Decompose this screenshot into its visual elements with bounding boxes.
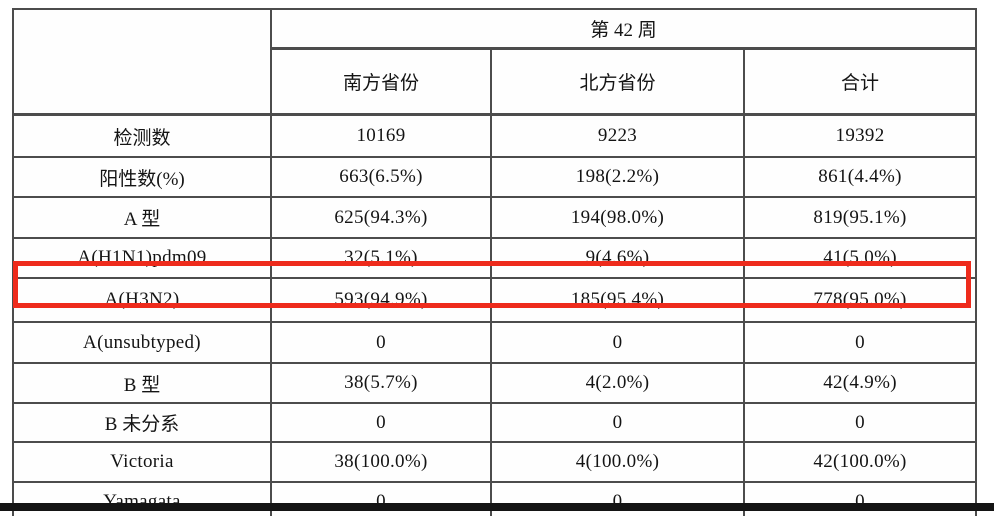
cell-a-h3n2-northern: 185(95.4%) xyxy=(490,277,745,323)
cell-detections-southern: 10169 xyxy=(270,113,492,158)
column-header-total: 合计 xyxy=(742,47,978,116)
week-header-cell: 第 42 周 xyxy=(269,8,978,50)
cell-type-a-southern: 625(94.3%) xyxy=(270,196,492,239)
row-label-a-unsubtyped: A(unsubtyped) xyxy=(12,321,272,364)
cell-a-h1n1pdm09-total: 41(5.0%) xyxy=(742,237,978,279)
table-row-type-b: B 型 38(5.7%) 4(2.0%) 42(4.9%) xyxy=(12,362,978,404)
header-row-columns: 南方省份 北方省份 合计 xyxy=(13,47,978,116)
cell-positives-total: 861(4.4%) xyxy=(742,156,978,198)
cell-a-unsubtyped-northern: 0 xyxy=(490,321,745,364)
cell-victoria-northern: 4(100.0%) xyxy=(490,441,745,483)
table-row-a-h1n1pdm09: A(H1N1)pdm09 32(5.1%) 9(4.6%) 41(5.0%) xyxy=(12,237,978,279)
row-label-b-lineage-undetermined: B 未分系 xyxy=(12,402,272,443)
cell-b-lineage-undetermined-northern: 0 xyxy=(490,402,745,443)
cell-type-b-southern: 38(5.7%) xyxy=(270,362,492,404)
cell-a-h3n2-total: 778(95.0%) xyxy=(742,277,978,323)
cell-a-h1n1pdm09-northern: 9(4.6%) xyxy=(490,237,745,279)
cell-victoria-total: 42(100.0%) xyxy=(742,441,978,483)
row-label-a-h1n1pdm09: A(H1N1)pdm09 xyxy=(12,237,272,279)
corner-cell xyxy=(12,8,272,116)
column-header-northern-provinces: 北方省份 xyxy=(490,47,745,116)
cell-type-b-northern: 4(2.0%) xyxy=(490,362,745,404)
cell-type-a-northern: 194(98.0%) xyxy=(490,196,745,239)
table-row-type-a: A 型 625(94.3%) 194(98.0%) 819(95.1%) xyxy=(12,196,978,239)
row-label-type-a: A 型 xyxy=(12,196,272,239)
row-label-detections: 检测数 xyxy=(12,113,272,158)
cell-b-lineage-undetermined-southern: 0 xyxy=(270,402,492,443)
bottom-divider-rule xyxy=(0,503,994,511)
table-row-a-h3n2: A(H3N2) 593(94.9%) 185(95.4%) 778(95.0%) xyxy=(12,277,978,323)
cell-type-b-total: 42(4.9%) xyxy=(742,362,978,404)
cell-detections-total: 19392 xyxy=(742,113,978,158)
cell-b-lineage-undetermined-total: 0 xyxy=(742,402,978,443)
table-row-detections: 检测数 10169 9223 19392 xyxy=(12,113,978,158)
row-label-a-h3n2: A(H3N2) xyxy=(12,277,272,323)
cell-detections-northern: 9223 xyxy=(490,113,745,158)
cell-type-a-total: 819(95.1%) xyxy=(742,196,978,239)
cell-positives-southern: 663(6.5%) xyxy=(270,156,492,198)
row-label-positives: 阳性数(%) xyxy=(12,156,272,198)
header-row-week: 第 42 周 xyxy=(12,8,978,116)
cell-a-unsubtyped-total: 0 xyxy=(742,321,978,364)
table-row-a-unsubtyped: A(unsubtyped) 0 0 0 xyxy=(12,321,978,364)
cell-positives-northern: 198(2.2%) xyxy=(490,156,745,198)
table-row-b-lineage-undetermined: B 未分系 0 0 0 xyxy=(12,402,978,443)
table-row-victoria: Victoria 38(100.0%) 4(100.0%) 42(100.0%) xyxy=(12,441,978,483)
table-row-positives: 阳性数(%) 663(6.5%) 198(2.2%) 861(4.4%) xyxy=(12,156,978,198)
row-label-victoria: Victoria xyxy=(12,441,272,483)
cell-a-h1n1pdm09-southern: 32(5.1%) xyxy=(270,237,492,279)
cell-a-unsubtyped-southern: 0 xyxy=(270,321,492,364)
influenza-surveillance-table: 第 42 周 南方省份 北方省份 合计 检测数 10169 9223 19392… xyxy=(12,8,978,516)
row-label-type-b: B 型 xyxy=(12,362,272,404)
column-header-southern-provinces: 南方省份 xyxy=(270,47,492,116)
cell-victoria-southern: 38(100.0%) xyxy=(270,441,492,483)
cell-a-h3n2-southern: 593(94.9%) xyxy=(270,277,492,323)
